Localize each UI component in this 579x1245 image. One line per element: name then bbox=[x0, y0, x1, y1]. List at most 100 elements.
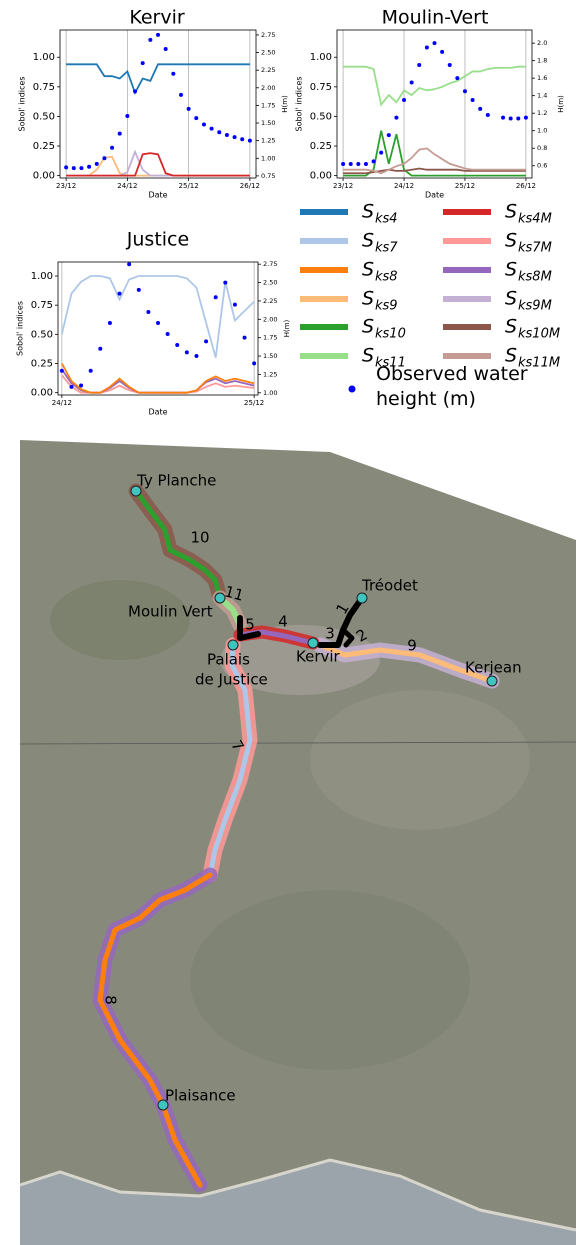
place-marker bbox=[214, 592, 226, 604]
observed-point bbox=[209, 126, 214, 131]
y2-tick-label: 2.75 bbox=[263, 260, 277, 268]
legend-symbol: S bbox=[505, 230, 517, 252]
observed-point bbox=[348, 161, 353, 166]
legend-symbol: S bbox=[362, 259, 374, 281]
x-tick-label: 24/12 bbox=[394, 182, 414, 190]
legend-observed-marker bbox=[348, 385, 356, 393]
observed-point bbox=[79, 166, 84, 171]
x-axis-label: Date bbox=[148, 191, 167, 200]
place-marker bbox=[227, 639, 239, 651]
place-label: Moulin Vert bbox=[128, 603, 213, 621]
y2-tick-label: 0.75 bbox=[261, 172, 275, 180]
y2-tick-label: 1.75 bbox=[261, 101, 275, 109]
observed-point bbox=[110, 145, 115, 150]
y-tick-label: 0.00 bbox=[310, 171, 332, 182]
y2-tick-label: 1.75 bbox=[263, 334, 277, 342]
map-patch bbox=[50, 580, 190, 660]
plot-frame bbox=[57, 261, 259, 396]
y2-tick-label: 2.25 bbox=[263, 297, 277, 305]
y2-axis-label: H(m) bbox=[283, 319, 291, 337]
observed-point bbox=[240, 137, 245, 142]
y2-tick-label: 1.25 bbox=[263, 370, 277, 378]
y-tick-label: 0.00 bbox=[33, 171, 55, 182]
observed-point bbox=[424, 45, 429, 50]
x-tick-label: 26/12 bbox=[516, 182, 536, 190]
observed-point bbox=[223, 280, 228, 285]
y-tick-label: 0.75 bbox=[31, 300, 53, 311]
river-reach bbox=[237, 615, 261, 641]
chart-title: Moulin-Vert bbox=[382, 7, 489, 29]
observed-point bbox=[462, 89, 467, 94]
legend-subscript: ks11 bbox=[375, 356, 406, 371]
plot-frame bbox=[59, 29, 257, 179]
y-axis-label: Sobol' indices bbox=[16, 301, 25, 356]
place-label: Kervir bbox=[296, 648, 341, 666]
map-patch bbox=[310, 690, 530, 830]
observed-point bbox=[88, 368, 93, 373]
observed-point bbox=[94, 161, 99, 166]
series-line bbox=[66, 63, 250, 95]
legend-symbol: S bbox=[362, 288, 374, 310]
map-edge bbox=[20, 440, 576, 540]
observed-point bbox=[252, 361, 257, 366]
reach-number: 10 bbox=[190, 529, 209, 547]
observed-point bbox=[178, 92, 183, 97]
observed-point bbox=[64, 165, 69, 170]
series-line bbox=[61, 363, 255, 394]
place-marker bbox=[157, 1099, 169, 1111]
reach-number: 4 bbox=[278, 613, 288, 631]
observed-point bbox=[247, 138, 252, 143]
series-line bbox=[60, 275, 255, 358]
legend-observed-label: Observed water height (m) bbox=[376, 363, 528, 410]
y-tick-label: 0.50 bbox=[310, 111, 332, 122]
observed-point bbox=[371, 159, 376, 164]
observed-point bbox=[409, 80, 414, 85]
x-tick-label: 24/12 bbox=[117, 182, 137, 190]
y-tick-label: 0.25 bbox=[310, 141, 332, 152]
y2-tick-label: 2.50 bbox=[263, 279, 277, 287]
observed-point bbox=[102, 156, 107, 161]
x-axis-label: Date bbox=[148, 408, 167, 417]
place-label: de Justice bbox=[195, 671, 268, 689]
x-tick-label: 25/12 bbox=[455, 182, 475, 190]
observed-point bbox=[455, 76, 460, 81]
place-label: Ty Planche bbox=[136, 472, 216, 490]
legend-subscript: ks8M bbox=[518, 270, 552, 285]
observed-point bbox=[69, 384, 74, 389]
observed-point bbox=[501, 115, 506, 120]
observed-point bbox=[156, 320, 160, 325]
x-axis-label: Date bbox=[425, 191, 444, 200]
reach-number: 3 bbox=[325, 625, 335, 643]
observed-point bbox=[133, 89, 138, 94]
y-tick-label: 1.00 bbox=[33, 52, 55, 63]
place-marker bbox=[356, 592, 368, 604]
x-tick-label: 23/12 bbox=[333, 182, 353, 190]
observed-point bbox=[107, 320, 112, 325]
observed-point bbox=[523, 115, 528, 120]
observed-point bbox=[171, 71, 176, 76]
chart-title: Justice bbox=[126, 229, 189, 251]
observed-point bbox=[440, 49, 445, 54]
observed-point bbox=[125, 113, 130, 118]
series-line bbox=[343, 130, 526, 177]
series-line bbox=[66, 155, 250, 177]
place-label: Plaisance bbox=[165, 1087, 236, 1105]
observed-point bbox=[148, 37, 153, 42]
observed-point bbox=[379, 150, 384, 155]
observed-point bbox=[417, 63, 422, 68]
observed-point bbox=[79, 383, 84, 388]
y-tick-label: 0.50 bbox=[33, 111, 55, 122]
observed-point bbox=[470, 98, 475, 103]
map: Ty Planche Moulin Vert Palais de Justice Ker… bbox=[19, 440, 577, 1245]
y2-tick-label: 1.50 bbox=[263, 352, 277, 360]
reach-number: 5 bbox=[245, 616, 255, 634]
place-marker bbox=[486, 675, 498, 687]
observed-point bbox=[140, 61, 145, 66]
legend-subscript: ks4M bbox=[518, 212, 552, 227]
river-reach bbox=[340, 627, 355, 648]
y2-tick-label: 1.25 bbox=[261, 137, 275, 145]
observed-point bbox=[232, 135, 237, 140]
chart-title: Kervir bbox=[129, 7, 185, 29]
observed-point bbox=[232, 302, 237, 307]
legend-subscript: ks4 bbox=[375, 212, 398, 227]
